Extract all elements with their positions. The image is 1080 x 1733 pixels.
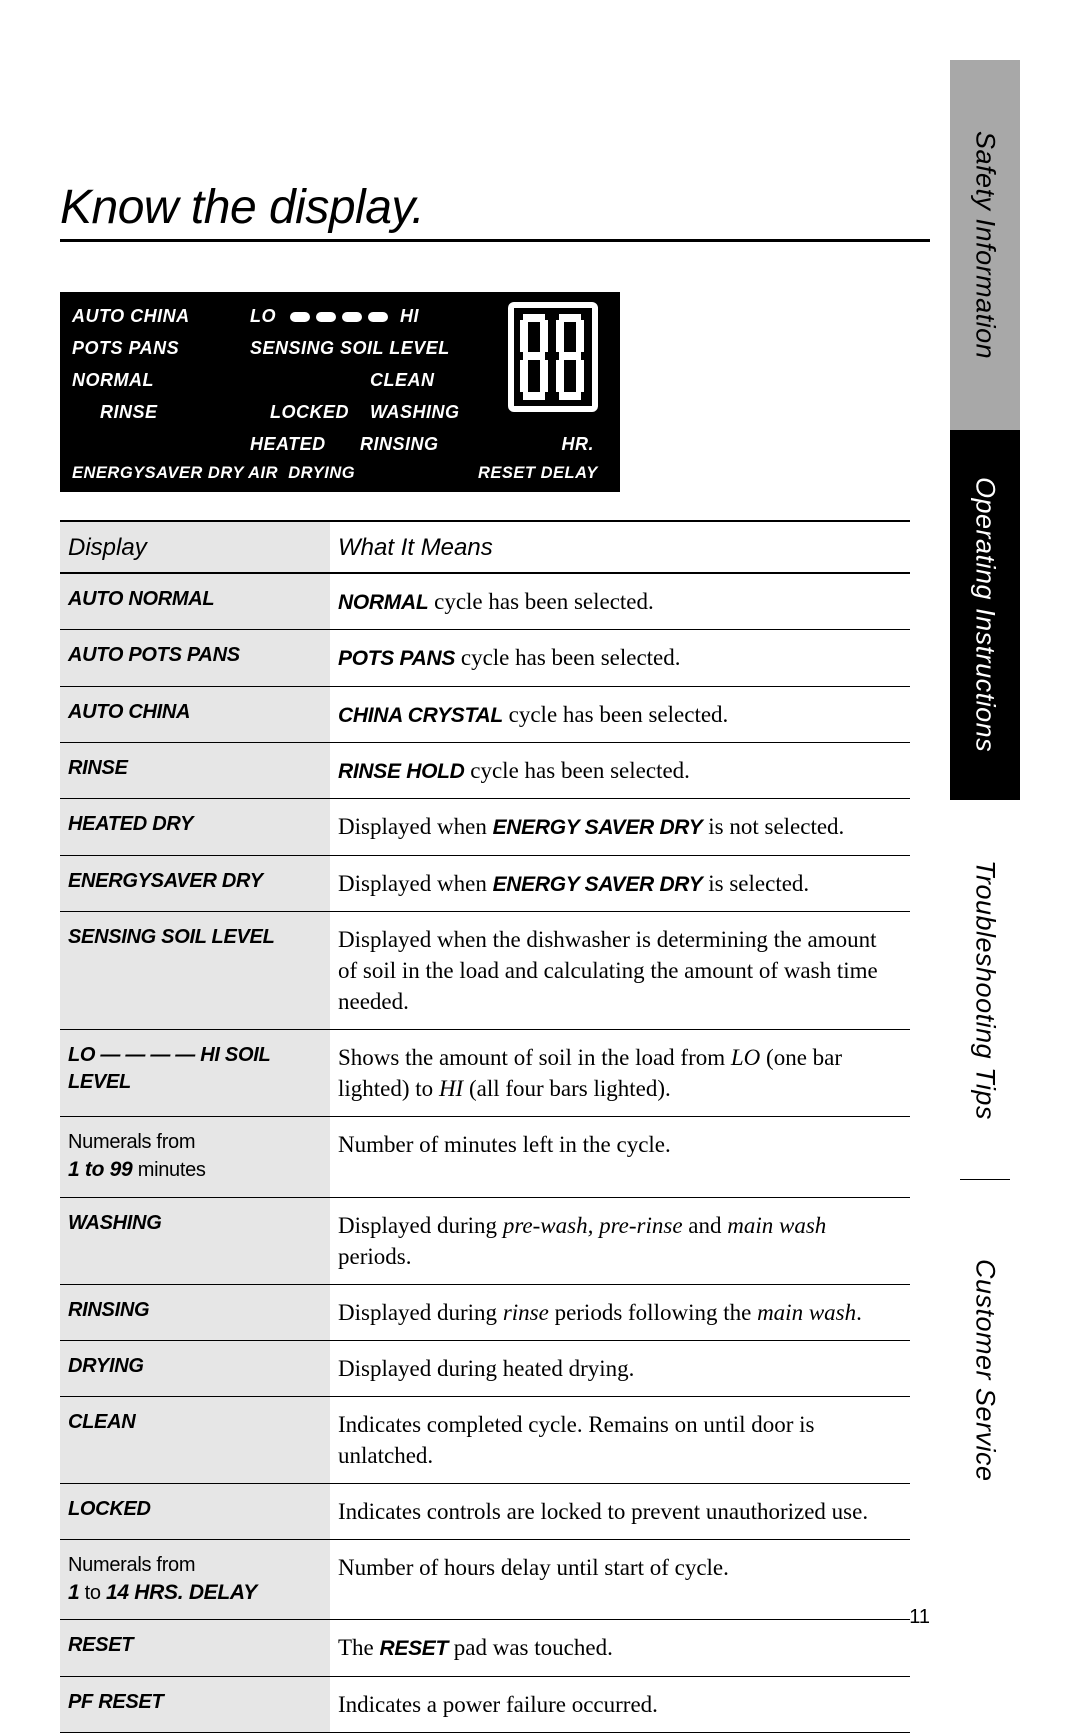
display-cell: WASHING — [60, 1197, 330, 1284]
table-row: HEATED DRYDisplayed when ENERGY SAVER DR… — [60, 799, 910, 855]
panel-text: WASHING — [370, 402, 460, 423]
panel-text: RESET DELAY — [478, 464, 598, 483]
meaning-cell: Displayed during pre-wash, pre-rinse and… — [330, 1197, 910, 1284]
display-cell: DRYING — [60, 1340, 330, 1396]
page-title: Know the display. — [60, 180, 930, 242]
panel-text: HI — [400, 306, 419, 327]
meaning-cell: CHINA CRYSTAL cycle has been selected. — [330, 686, 910, 742]
table-row: LO — — — — HI SOIL LEVELShows the amount… — [60, 1030, 910, 1117]
display-cell: Numerals from1 to 99 minutes — [60, 1117, 330, 1197]
page-number: 11 — [909, 1606, 930, 1629]
section-tabs-sidebar: Safety Information Operating Instruction… — [950, 60, 1020, 1560]
display-cell: AUTO NORMAL — [60, 573, 330, 630]
panel-text: LOCKED — [270, 402, 349, 423]
panel-text: CLEAN — [370, 370, 435, 391]
display-cell: SENSING SOIL LEVEL — [60, 912, 330, 1030]
display-cell: LOCKED — [60, 1483, 330, 1539]
meaning-cell: Number of hours delay until start of cyc… — [330, 1539, 910, 1619]
display-cell: RESET — [60, 1620, 330, 1676]
panel-text: ENERGYSAVER DRY AIR DRYING — [72, 464, 355, 483]
meaning-cell: POTS PANS cycle has been selected. — [330, 630, 910, 686]
meaning-cell: Number of minutes left in the cycle. — [330, 1117, 910, 1197]
meaning-cell: Indicates completed cycle. Remains on un… — [330, 1396, 910, 1483]
display-cell: Numerals from1 to 14 HRS. DELAY — [60, 1539, 330, 1619]
table-row: RINSERINSE HOLD cycle has been selected. — [60, 743, 910, 799]
table-row: RESETThe RESET pad was touched. — [60, 1620, 910, 1676]
meaning-cell: The RESET pad was touched. — [330, 1620, 910, 1676]
soil-level-bars-icon — [290, 312, 388, 322]
table-row: PF RESETIndicates a power failure occurr… — [60, 1676, 910, 1732]
meaning-cell: RINSE HOLD cycle has been selected. — [330, 743, 910, 799]
meaning-cell: Displayed during heated drying. — [330, 1340, 910, 1396]
table-row: SENSING SOIL LEVELDisplayed when the dis… — [60, 912, 910, 1030]
panel-text: HEATED — [250, 434, 326, 455]
panel-text: SENSING SOIL LEVEL — [250, 338, 450, 359]
display-cell: RINSE — [60, 743, 330, 799]
table-row: LOCKEDIndicates controls are locked to p… — [60, 1483, 910, 1539]
display-cell: RINSING — [60, 1284, 330, 1340]
table-row: AUTO NORMALNORMAL cycle has been selecte… — [60, 573, 910, 630]
tab-customer-service[interactable]: Customer Service — [950, 1180, 1020, 1560]
tab-operating-instructions[interactable]: Operating Instructions — [950, 430, 1020, 800]
meaning-cell: Displayed when ENERGY SAVER DRY is not s… — [330, 799, 910, 855]
table-row: AUTO CHINACHINA CRYSTAL cycle has been s… — [60, 686, 910, 742]
display-meaning-table: Display What It Means AUTO NORMALNORMAL … — [60, 520, 910, 1733]
panel-text: AUTO CHINA — [72, 306, 190, 327]
panel-text: RINSE — [100, 402, 158, 423]
table-row: AUTO POTS PANSPOTS PANS cycle has been s… — [60, 630, 910, 686]
display-cell: PF RESET — [60, 1676, 330, 1732]
meaning-cell: Shows the amount of soil in the load fro… — [330, 1030, 910, 1117]
display-cell: AUTO POTS PANS — [60, 630, 330, 686]
panel-text: RINSING — [360, 434, 439, 455]
meaning-cell: Displayed when the dishwasher is determi… — [330, 912, 910, 1030]
panel-text: POTS PANS — [72, 338, 179, 359]
tab-troubleshooting-tips[interactable]: Troubleshooting Tips — [950, 800, 1020, 1180]
table-row: Numerals from1 to 14 HRS. DELAYNumber of… — [60, 1539, 910, 1619]
content-area: Know the display. AUTO CHINA LO HI POTS … — [60, 0, 930, 1669]
tab-safety-information[interactable]: Safety Information — [950, 60, 1020, 430]
col-header-meaning: What It Means — [330, 521, 910, 573]
table-header-row: Display What It Means — [60, 521, 910, 573]
table-row: WASHINGDisplayed during pre-wash, pre-ri… — [60, 1197, 910, 1284]
table-row: CLEANIndicates completed cycle. Remains … — [60, 1396, 910, 1483]
table-row: DRYINGDisplayed during heated drying. — [60, 1340, 910, 1396]
display-cell: HEATED DRY — [60, 799, 330, 855]
meaning-cell: Indicates controls are locked to prevent… — [330, 1483, 910, 1539]
seven-segment-icon — [508, 302, 598, 412]
display-cell: AUTO CHINA — [60, 686, 330, 742]
display-panel-illustration: AUTO CHINA LO HI POTS PANS SENSING SOIL … — [60, 292, 620, 492]
panel-text: LO — [250, 306, 276, 327]
table-row: RINSINGDisplayed during rinse periods fo… — [60, 1284, 910, 1340]
table-row: Numerals from1 to 99 minutesNumber of mi… — [60, 1117, 910, 1197]
table-row: ENERGYSAVER DRYDisplayed when ENERGY SAV… — [60, 855, 910, 911]
display-cell: LO — — — — HI SOIL LEVEL — [60, 1030, 330, 1117]
panel-text: HR. — [562, 434, 595, 455]
meaning-cell: Displayed during rinse periods following… — [330, 1284, 910, 1340]
meaning-cell: Displayed when ENERGY SAVER DRY is selec… — [330, 855, 910, 911]
meaning-cell: NORMAL cycle has been selected. — [330, 573, 910, 630]
display-cell: CLEAN — [60, 1396, 330, 1483]
panel-text: NORMAL — [72, 370, 154, 391]
col-header-display: Display — [60, 521, 330, 573]
meaning-cell: Indicates a power failure occurred. — [330, 1676, 910, 1732]
page: Know the display. AUTO CHINA LO HI POTS … — [0, 0, 1080, 1669]
display-cell: ENERGYSAVER DRY — [60, 855, 330, 911]
